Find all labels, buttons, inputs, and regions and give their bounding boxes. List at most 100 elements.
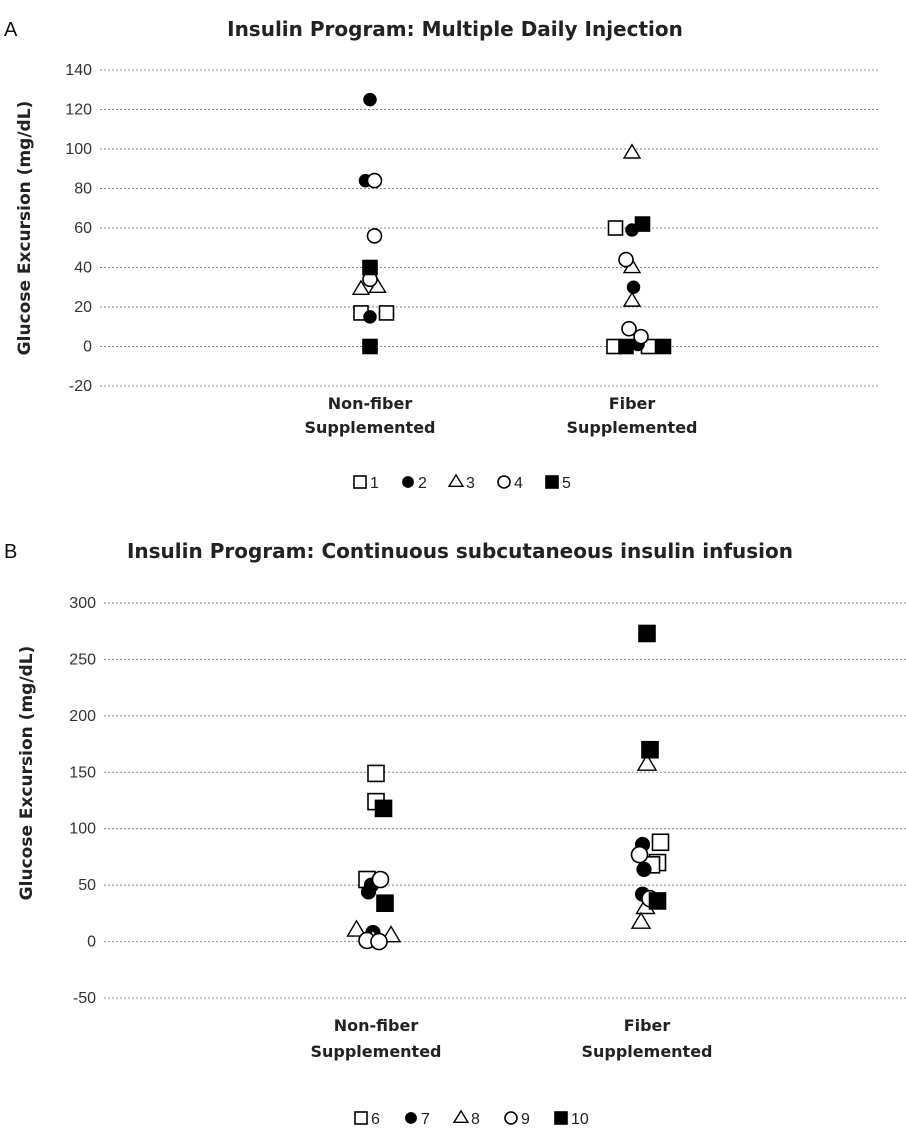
- y-tick-label: 100: [65, 141, 92, 158]
- data-point-series-5: [634, 216, 651, 232]
- legend-marker: [353, 475, 367, 489]
- data-point-series-10: [376, 894, 394, 913]
- y-tick-label: 60: [74, 220, 92, 237]
- legend-item: 4: [497, 475, 523, 492]
- y-tick-label: 120: [65, 102, 92, 119]
- data-point-series-4: [633, 328, 649, 345]
- data-point-series-7: [636, 861, 652, 877]
- y-tick-label: 100: [69, 821, 96, 838]
- legend-label: 4: [514, 475, 523, 492]
- legend-label: 9: [521, 1111, 530, 1128]
- data-points-a: [351, 92, 672, 355]
- legend-label: 6: [371, 1111, 380, 1128]
- legend-item: 10: [554, 1111, 589, 1128]
- legend-label: 10: [571, 1111, 589, 1128]
- legend-marker: [504, 1111, 518, 1125]
- x-category-label: Fiber Supplemented: [581, 1016, 712, 1061]
- y-tick-labels-a: -20 0 20 40 60 80 100 120 140: [65, 62, 92, 395]
- data-point-series-5: [362, 259, 378, 276]
- legend-label: 1: [370, 475, 379, 492]
- data-point-series-2: [363, 92, 377, 107]
- legend-item: 1: [353, 475, 379, 492]
- chart-panel-b: B Insulin Program: Continuous subcutaneo…: [4, 539, 906, 1128]
- data-point-series-9: [371, 870, 390, 889]
- data-point-series-9: [630, 845, 649, 864]
- chart-title-b: Insulin Program: Continuous subcutaneous…: [127, 539, 793, 563]
- y-axis-label-b: Glucose Excursion (mg/dL): [17, 646, 37, 901]
- y-tick-label: 20: [74, 299, 92, 316]
- legend-label: 8: [471, 1111, 480, 1128]
- legend-item: 7: [405, 1111, 430, 1128]
- data-point-series-10: [648, 892, 667, 910]
- data-points-b: [346, 624, 670, 951]
- data-point-series-1: [607, 220, 624, 236]
- data-point-series-10: [374, 799, 393, 818]
- y-tick-label: 140: [65, 62, 92, 79]
- data-point-series-3: [622, 143, 642, 159]
- data-point-series-3: [351, 279, 371, 295]
- legend-a: 1 2 3 4 5: [353, 473, 571, 492]
- data-point-series-5: [618, 338, 634, 355]
- chart-title-a: Insulin Program: Multiple Daily Injectio…: [227, 17, 683, 41]
- legend-marker: [402, 476, 414, 488]
- x-category-labels-b: Non-fiber Supplemented Fiber Supplemented: [310, 1016, 712, 1061]
- y-tick-label: 80: [74, 181, 92, 198]
- y-tick-label: 200: [69, 708, 96, 725]
- legend-marker: [354, 1111, 368, 1125]
- legend-marker: [447, 473, 465, 488]
- legend-item: 2: [402, 475, 427, 492]
- y-tick-label: 250: [69, 651, 96, 668]
- legend-marker: [452, 1109, 470, 1124]
- data-point-series-6: [651, 833, 670, 852]
- legend-label: 3: [466, 475, 475, 492]
- y-tick-label: -50: [73, 990, 96, 1007]
- y-tick-label: 0: [87, 934, 96, 951]
- legend-label: 2: [418, 475, 427, 492]
- legend-item: 9: [504, 1111, 530, 1128]
- y-tick-label: -20: [69, 378, 92, 395]
- y-axis-label-a: Glucose Excursion (mg/dL): [15, 101, 35, 356]
- legend-item: 6: [354, 1111, 380, 1128]
- x-category-label: Non-fiber Supplemented: [310, 1016, 441, 1061]
- y-tick-label: 50: [78, 877, 96, 894]
- data-point-series-10: [638, 624, 656, 643]
- chart-panel-a: A Insulin Program: Multiple Daily Inject…: [4, 17, 878, 492]
- data-point-series-4: [618, 251, 634, 268]
- panel-letter-b: B: [4, 541, 17, 563]
- data-point-series-4: [621, 320, 637, 337]
- data-point-series-5: [655, 338, 672, 355]
- y-tick-label: 0: [83, 339, 92, 356]
- legend-marker: [497, 475, 511, 489]
- y-tick-labels-b: -50 0 50 100 150 200 250 300: [69, 595, 96, 1007]
- gridlines-b: [104, 602, 906, 999]
- data-point-series-8: [346, 919, 367, 937]
- data-point-series-4: [366, 172, 383, 189]
- x-category-label: Non-fiber Supplemented: [304, 394, 435, 437]
- legend-item: 5: [545, 475, 571, 492]
- x-category-labels-a: Non-fiber Supplemented Fiber Supplemented: [304, 394, 697, 437]
- data-point-series-3: [622, 291, 642, 307]
- data-point-series-8: [630, 911, 652, 929]
- gridlines-a: [100, 69, 878, 387]
- data-point-series-10: [641, 740, 659, 759]
- y-tick-label: 150: [69, 764, 96, 781]
- legend-label: 7: [421, 1111, 430, 1128]
- legend-marker: [545, 475, 559, 489]
- legend-label: 5: [562, 475, 571, 492]
- data-point-series-5: [362, 338, 378, 355]
- data-point-series-7: [360, 884, 377, 900]
- legend-marker: [405, 1112, 417, 1124]
- data-point-series-4: [366, 228, 383, 244]
- data-point-series-2: [626, 280, 641, 294]
- data-point-series-2: [363, 310, 377, 324]
- legend-b: 6 7 8 9 10: [354, 1109, 589, 1128]
- data-point-series-6: [367, 764, 385, 783]
- y-tick-label: 40: [74, 260, 92, 277]
- data-point-series-1: [378, 305, 395, 321]
- legend-item: 3: [447, 473, 475, 492]
- x-category-label: Fiber Supplemented: [566, 394, 697, 437]
- data-point-series-8: [636, 753, 658, 771]
- panel-letter-a: A: [4, 19, 18, 41]
- legend-item: 8: [452, 1109, 480, 1128]
